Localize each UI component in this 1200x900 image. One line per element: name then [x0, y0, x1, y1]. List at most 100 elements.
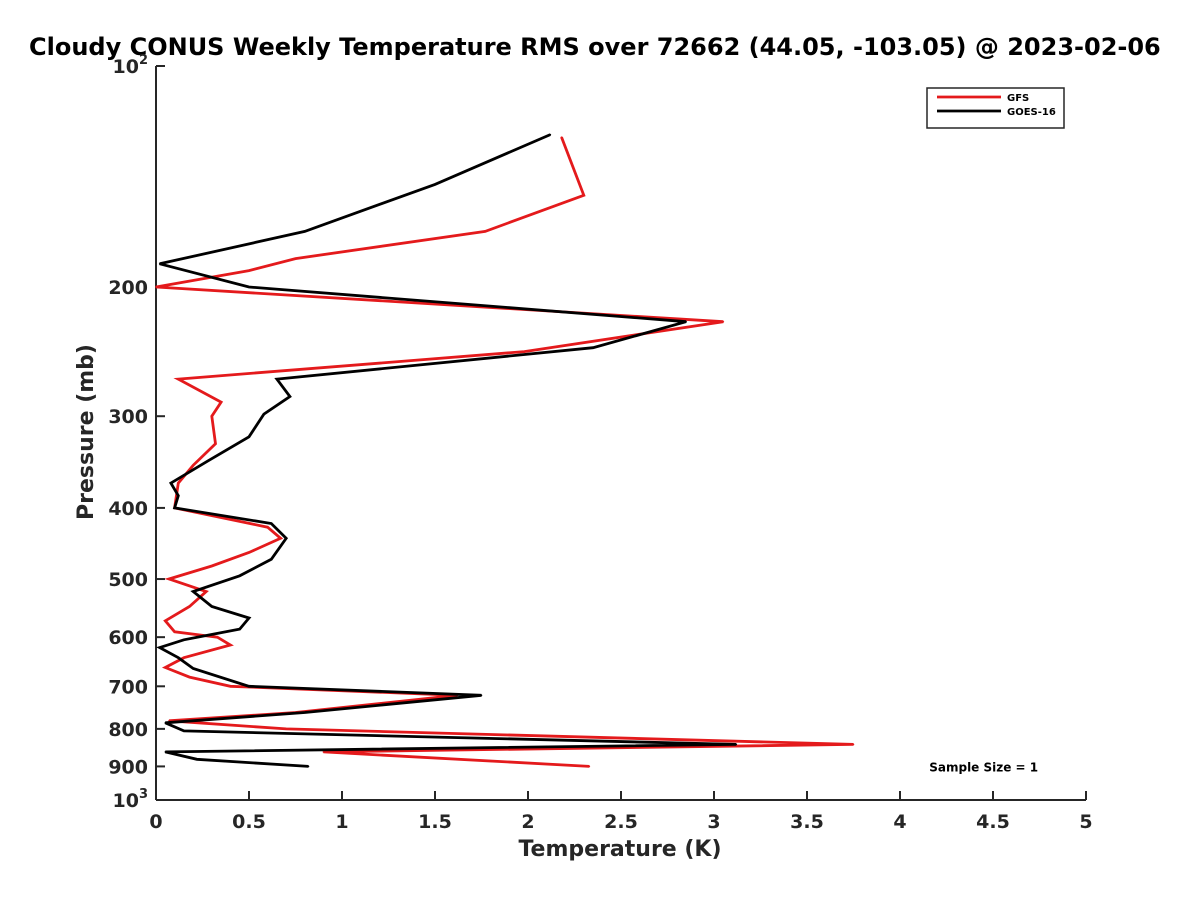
x-tick-label: 3 [707, 811, 720, 833]
data-point-gfs [220, 401, 222, 403]
data-point-goes-16 [238, 628, 241, 630]
data-point-gfs [583, 194, 585, 197]
y-tick-label: 500 [108, 569, 148, 591]
data-point-goes-16 [270, 558, 273, 561]
data-point-gfs [560, 136, 563, 138]
x-tick-label: 5 [1079, 811, 1092, 833]
data-point-gfs [183, 656, 185, 659]
data-point-goes-16 [248, 685, 250, 688]
data-point-gfs [248, 551, 250, 554]
data-point-gfs [205, 590, 208, 593]
data-point-gfs [266, 526, 269, 529]
legend-entry-label: GOES-16 [1007, 107, 1056, 118]
y-tick-label-exponent: 2 [139, 53, 148, 68]
x-tick-label: 4.5 [976, 811, 1010, 833]
data-point-goes-16 [170, 482, 172, 484]
data-point-gfs [852, 743, 855, 746]
x-tick-label: 1 [335, 811, 348, 833]
data-point-goes-16 [177, 656, 180, 659]
data-point-gfs [164, 620, 167, 622]
y-tick-label: 102 [113, 53, 149, 78]
data-point-gfs [279, 537, 282, 540]
data-point-gfs [155, 286, 157, 288]
data-point-gfs [248, 269, 250, 272]
y-tick-label: 800 [108, 719, 148, 741]
data-point-goes-16 [263, 413, 265, 415]
y-tick-label-exponent: 3 [139, 787, 148, 802]
series-line-goes-16 [156, 133, 737, 768]
data-point-gfs [188, 676, 191, 678]
data-point-gfs [211, 565, 213, 567]
legend-box [926, 87, 1065, 129]
data-point-gfs [322, 751, 325, 753]
data-point-goes-16 [549, 133, 552, 136]
data-point-gfs [168, 578, 170, 580]
data-point-gfs [229, 685, 232, 688]
y-tick-label-base: 10 [113, 790, 139, 812]
data-point-goes-16 [177, 494, 180, 497]
data-point-goes-16 [304, 711, 306, 714]
data-point-gfs [192, 464, 194, 467]
data-point-gfs [164, 666, 167, 669]
data-point-goes-16 [735, 743, 738, 746]
x-tick-label: 2 [521, 811, 534, 833]
data-point-goes-16 [248, 435, 250, 438]
x-tick-label: 0 [149, 811, 162, 833]
y-tick-label: 700 [108, 676, 148, 698]
data-point-gfs [285, 728, 288, 730]
series-layer [155, 133, 855, 768]
data-point-gfs [211, 415, 213, 418]
data-point-gfs [722, 320, 725, 323]
data-point-goes-16 [480, 694, 483, 697]
data-point-goes-16 [248, 286, 250, 288]
data-point-goes-16 [307, 765, 310, 768]
x-axis-ticks: 0 0.5 1 1.5 2 2.5 3 3.5 4 4.5 5 [149, 791, 1093, 833]
data-point-goes-16 [158, 263, 161, 265]
data-point-goes-16 [207, 459, 209, 462]
data-point-gfs [523, 350, 526, 353]
data-point-goes-16 [270, 522, 273, 525]
y-tick-label: 600 [108, 627, 148, 649]
data-point-goes-16 [183, 730, 185, 732]
annotations: Sample Size = 1 [929, 760, 1038, 774]
data-point-goes-16 [289, 395, 291, 398]
x-tick-label: 2.5 [604, 811, 638, 833]
data-point-gfs [484, 230, 487, 233]
data-point-gfs [216, 636, 219, 638]
data-point-goes-16 [276, 378, 278, 380]
data-point-gfs [229, 644, 232, 646]
data-point-goes-16 [304, 230, 306, 233]
data-point-goes-16 [192, 590, 194, 593]
data-point-goes-16 [238, 575, 241, 577]
y-tick-label-base: 10 [113, 56, 139, 78]
data-point-goes-16 [164, 722, 167, 724]
x-tick-label: 0.5 [232, 811, 266, 833]
data-point-gfs [177, 482, 180, 484]
data-point-gfs [214, 442, 217, 445]
data-point-goes-16 [211, 605, 213, 608]
x-tick-label: 3.5 [790, 811, 824, 833]
y-tick-label: 300 [108, 406, 148, 428]
data-point-gfs [177, 378, 180, 380]
y-axis-label: Pressure (mb) [74, 344, 99, 520]
data-point-gfs [188, 605, 191, 608]
chart-title: Cloudy CONUS Weekly Temperature RMS over… [29, 33, 1161, 61]
x-tick-label: 4 [893, 811, 906, 833]
y-tick-label: 103 [113, 787, 149, 812]
data-point-goes-16 [183, 639, 185, 641]
legend: GFS GOES-16 [926, 87, 1065, 129]
data-point-goes-16 [158, 646, 161, 649]
data-point-goes-16 [192, 667, 194, 670]
y-tick-label: 400 [108, 498, 148, 520]
data-point-goes-16 [592, 346, 594, 349]
data-point-gfs [294, 257, 297, 260]
data-point-goes-16 [434, 183, 436, 186]
y-tick-label: 200 [108, 277, 148, 299]
data-point-goes-16 [248, 617, 250, 619]
data-point-gfs [588, 765, 591, 768]
legend-entry-label: GFS [1007, 93, 1029, 104]
sample-size-note: Sample Size = 1 [929, 760, 1038, 774]
data-point-goes-16 [196, 758, 198, 761]
